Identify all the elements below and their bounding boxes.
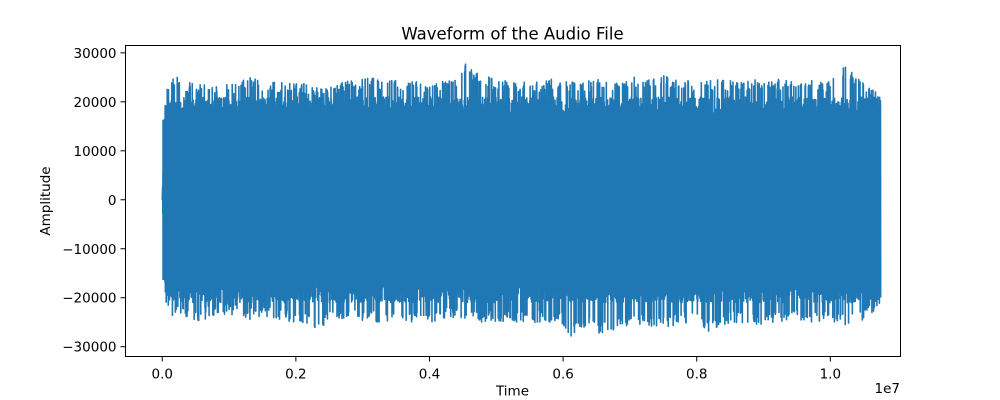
x-axis-label: Time	[495, 384, 529, 400]
y-tick-label: 10000	[74, 144, 117, 160]
x-tick-label: 1.0	[820, 367, 841, 383]
y-tick-label: 20000	[74, 95, 117, 111]
y-tick-label: −30000	[62, 340, 116, 356]
x-tick-label: 0.2	[285, 367, 306, 383]
plot-area	[161, 63, 882, 337]
y-tick-label: −10000	[62, 242, 116, 258]
y-tick-label: 0	[108, 193, 117, 209]
y-tick-label: 30000	[74, 46, 117, 62]
x-tick-label: 0.4	[419, 367, 440, 383]
y-tick-label: −20000	[62, 291, 116, 307]
x-tick-label: 0.6	[552, 367, 573, 383]
y-axis-label: Amplitude	[38, 166, 54, 235]
axes-frame	[125, 45, 901, 357]
x-axis: 0.0 0.2 0.4 0.6 0.8 1.0	[152, 356, 841, 383]
y-axis: −30000 −20000 −10000 0 10000 20000 30000	[62, 46, 126, 356]
x-tick-label: 0.0	[152, 367, 173, 383]
x-tick-label: 0.8	[686, 367, 707, 383]
waveform-dense-band	[162, 119, 881, 280]
x-axis-offset-text: 1e7	[875, 381, 900, 397]
chart-title: Waveform of the Audio File	[401, 25, 623, 44]
